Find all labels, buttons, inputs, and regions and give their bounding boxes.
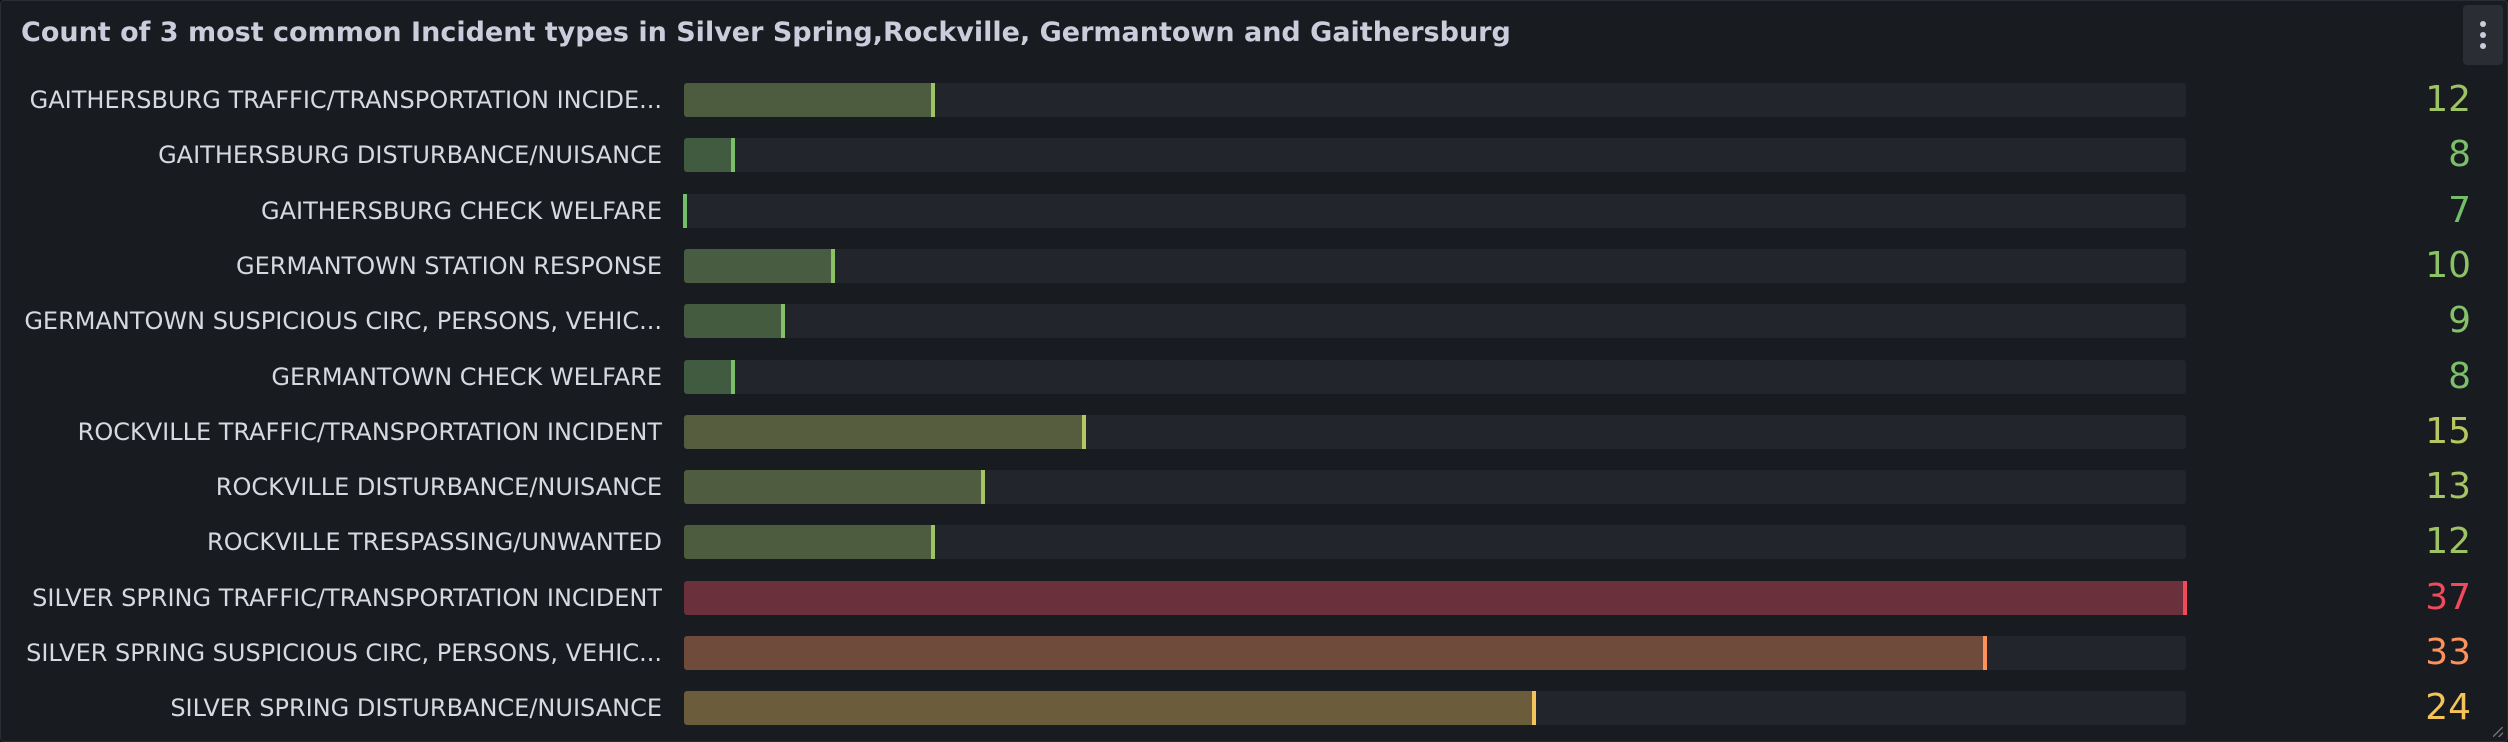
bar-edge-marker: [2183, 580, 2187, 615]
bar-fill: [684, 636, 1986, 670]
bar-fill: [684, 414, 1085, 449]
bar-value: 8: [2448, 134, 2471, 176]
bar-row: SILVER SPRING TRAFFIC/TRANSPORTATION INC…: [1, 577, 2507, 618]
bar-value: 33: [2425, 632, 2471, 673]
bar-row: GERMANTOWN CHECK WELFARE 8: [1, 356, 2507, 397]
bar-row: GERMANTOWN SUSPICIOUS CIRC, PERSONS, VEH…: [1, 300, 2507, 341]
bar-label: GERMANTOWN SUSPICIOUS CIRC, PERSONS, VEH…: [24, 307, 662, 336]
bar-fill: [684, 138, 735, 173]
bar-fill: [684, 525, 935, 560]
kebab-menu-icon[interactable]: [2463, 5, 2503, 65]
bar-track: [684, 414, 2186, 449]
bar-label: GERMANTOWN STATION RESPONSE: [236, 251, 662, 280]
bar-value: 12: [2425, 79, 2471, 120]
bar-value: 8: [2448, 355, 2471, 397]
bar-edge-marker: [1982, 636, 1987, 670]
bar-row: GAITHERSBURG DISTURBANCE/NUISANCE 8: [1, 134, 2507, 175]
bar-edge-marker: [931, 525, 936, 560]
bar-label: SILVER SPRING SUSPICIOUS CIRC, PERSONS, …: [26, 639, 662, 667]
bar-value: 24: [2425, 687, 2471, 729]
bar-row: SILVER SPRING SUSPICIOUS CIRC, PERSONS, …: [1, 632, 2507, 673]
panel-title: Count of 3 most common Incident types in…: [21, 17, 1511, 48]
bar-label: GERMANTOWN CHECK WELFARE: [271, 362, 662, 391]
bar-value: 13: [2425, 466, 2471, 508]
bar-edge-marker: [931, 83, 936, 117]
bar-track: [684, 470, 2186, 505]
bar-edge-marker: [731, 138, 736, 173]
bar-row: ROCKVILLE TRESPASSING/UNWANTED 12: [1, 521, 2507, 562]
bar-edge-marker: [683, 193, 687, 228]
bar-edge-marker: [731, 359, 736, 394]
bar-label: SILVER SPRING TRAFFIC/TRANSPORTATION INC…: [32, 583, 662, 612]
bar-edge-marker: [781, 304, 786, 339]
bar-fill: [684, 691, 1536, 726]
bar-fill: [684, 470, 985, 505]
bar-track: [684, 580, 2186, 615]
bar-value: 37: [2425, 576, 2471, 618]
bar-row: SILVER SPRING DISTURBANCE/NUISANCE 24: [1, 687, 2507, 728]
bar-label: GAITHERSBURG CHECK WELFARE: [260, 196, 662, 225]
bar-label: GAITHERSBURG DISTURBANCE/NUISANCE: [158, 141, 662, 170]
bar-fill: [684, 359, 735, 394]
menu-dot: [2480, 32, 2486, 38]
bar-value: 15: [2425, 410, 2471, 452]
bar-value: 12: [2425, 521, 2471, 563]
bar-row: GERMANTOWN STATION RESPONSE 10: [1, 245, 2507, 286]
bar-track: [684, 636, 2186, 670]
bar-row: ROCKVILLE TRAFFIC/TRANSPORTATION INCIDEN…: [1, 411, 2507, 452]
bar-label: GAITHERSBURG TRAFFIC/TRANSPORTATION INCI…: [29, 86, 662, 114]
bar-edge-marker: [981, 470, 986, 505]
bar-fill: [684, 248, 835, 283]
bar-value: 9: [2448, 300, 2471, 342]
resize-handle-icon[interactable]: [2493, 727, 2503, 737]
bar-track: [684, 691, 2186, 726]
bar-fill: [684, 580, 2186, 615]
bar-edge-marker: [831, 248, 836, 283]
bar-track: [684, 193, 2186, 228]
bar-label: ROCKVILLE DISTURBANCE/NUISANCE: [215, 473, 662, 502]
bar-track: [684, 138, 2186, 173]
bar-track: [684, 304, 2186, 339]
bar-edge-marker: [1532, 691, 1537, 726]
bar-row: ROCKVILLE DISTURBANCE/NUISANCE 13: [1, 466, 2507, 507]
bar-row: GAITHERSBURG TRAFFIC/TRANSPORTATION INCI…: [1, 79, 2507, 120]
bar-value: 7: [2448, 189, 2471, 231]
menu-dot: [2480, 43, 2486, 49]
bar-edge-marker: [1081, 414, 1086, 449]
bar-track: [684, 248, 2186, 283]
bar-fill: [684, 304, 785, 339]
bar-value: 10: [2425, 244, 2471, 286]
bar-row: GAITHERSBURG CHECK WELFARE 7: [1, 190, 2507, 231]
bar-fill: [684, 83, 935, 117]
bar-label: SILVER SPRING DISTURBANCE/NUISANCE: [170, 694, 662, 723]
bar-track: [684, 359, 2186, 394]
bar-label: ROCKVILLE TRAFFIC/TRANSPORTATION INCIDEN…: [77, 417, 662, 446]
menu-dot: [2480, 21, 2486, 27]
bar-label: ROCKVILLE TRESPASSING/UNWANTED: [207, 528, 662, 557]
